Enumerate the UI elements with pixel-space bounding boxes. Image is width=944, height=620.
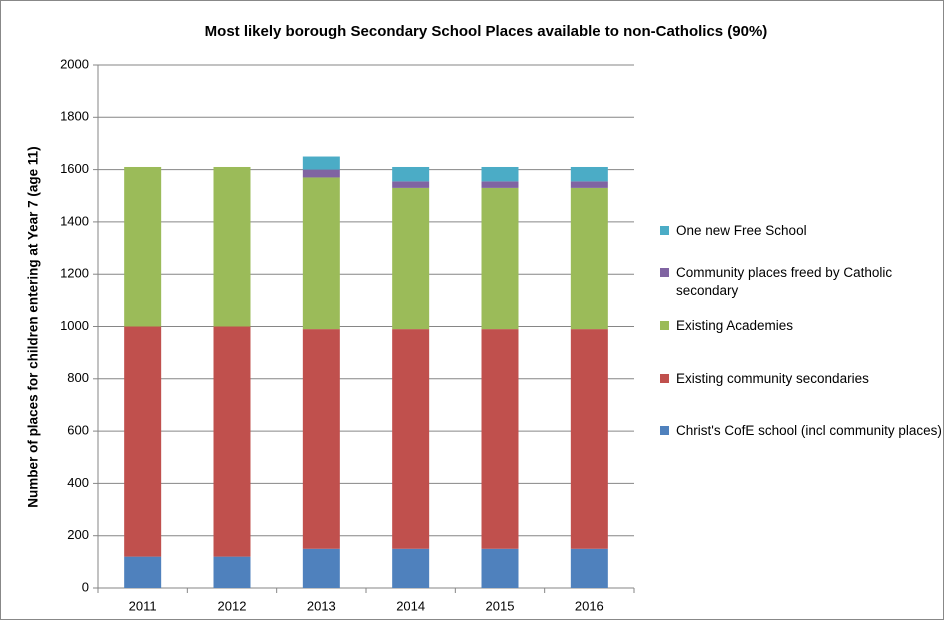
bar-segment xyxy=(392,166,430,182)
x-tick-label: 2012 xyxy=(218,598,247,613)
bar-segment xyxy=(392,329,430,549)
bar-segment xyxy=(481,181,519,188)
y-tick-label: 0 xyxy=(82,579,89,594)
bar-segment xyxy=(481,548,519,588)
y-tick-label: 1400 xyxy=(60,213,89,228)
x-tick-label: 2014 xyxy=(396,598,425,613)
bar-segment xyxy=(124,556,162,588)
y-tick-label: 1800 xyxy=(60,109,89,124)
bar-segment xyxy=(570,329,608,549)
bar-segment xyxy=(213,326,251,557)
legend-label: Existing community secondaries xyxy=(676,371,869,386)
bar-segment xyxy=(302,169,340,178)
legend-label: One new Free School xyxy=(676,223,807,238)
x-tick-label: 2015 xyxy=(486,598,515,613)
y-tick-label: 2000 xyxy=(60,56,89,71)
legend-swatch xyxy=(660,226,669,235)
x-tick-label: 2013 xyxy=(307,598,336,613)
bar-segment xyxy=(124,166,162,327)
bar-segment xyxy=(570,181,608,188)
bar-segment xyxy=(392,548,430,588)
bar-segment xyxy=(302,177,340,330)
bar-segment xyxy=(302,548,340,588)
legend-label: Christ's CofE school (incl community pla… xyxy=(676,423,942,438)
x-tick-label: 2011 xyxy=(129,598,157,613)
legend-label: Community places freed by Catholic secon… xyxy=(676,265,893,298)
bar-segment xyxy=(213,166,251,327)
bar-segment xyxy=(481,187,519,330)
bar-segment xyxy=(392,187,430,330)
y-tick-label: 1000 xyxy=(60,318,89,333)
bar-segment xyxy=(302,156,340,170)
legend-label: Existing Academies xyxy=(676,318,794,333)
bar-segment xyxy=(392,181,430,188)
y-tick-label: 1600 xyxy=(60,161,89,176)
y-tick-label: 400 xyxy=(67,475,89,490)
y-tick-label: 1200 xyxy=(60,266,89,281)
bar-segment xyxy=(481,329,519,549)
bar-segment xyxy=(481,166,519,182)
legend-swatch xyxy=(660,374,669,383)
y-tick-label: 200 xyxy=(67,527,89,542)
y-axis-label: Number of places for children entering a… xyxy=(26,146,41,507)
legend-swatch xyxy=(660,321,669,330)
y-tick-label: 800 xyxy=(67,370,89,385)
bar-segment xyxy=(570,187,608,330)
bar-segment xyxy=(302,329,340,549)
bar-segment xyxy=(570,166,608,182)
x-tick-label: 2016 xyxy=(575,598,604,613)
bar-segment xyxy=(570,548,608,588)
legend-swatch xyxy=(660,426,669,435)
bar-segment xyxy=(124,326,162,557)
legend-swatch xyxy=(660,268,669,277)
chart-title: Most likely borough Secondary School Pla… xyxy=(205,23,768,40)
y-tick-label: 600 xyxy=(67,423,89,438)
bar-segment xyxy=(213,556,251,588)
